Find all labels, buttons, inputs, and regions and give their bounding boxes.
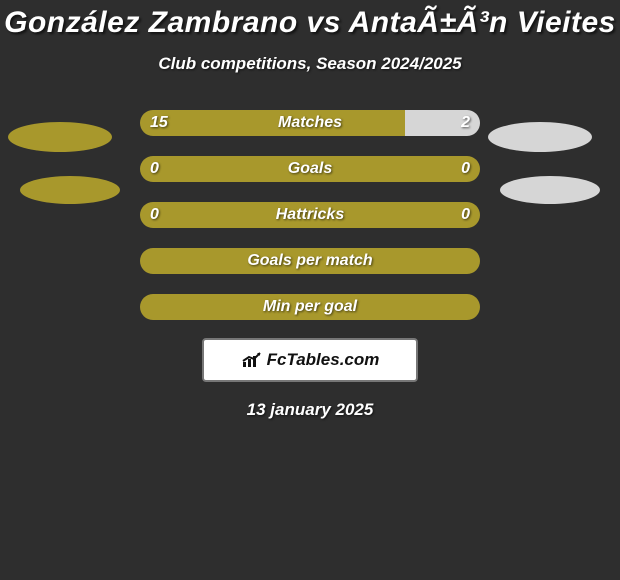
stat-row: 00Goals [140,156,480,182]
stat-left-segment [140,248,310,274]
player-marker-oval [488,122,592,152]
source-badge: FcTables.com [202,338,418,382]
stat-right-segment: 0 [310,156,480,182]
stat-left-value: 0 [150,160,159,178]
stat-left-value: 15 [150,114,168,132]
page-subtitle: Club competitions, Season 2024/2025 [0,54,620,74]
stat-left-segment [140,294,310,320]
stat-right-segment [310,248,480,274]
stat-left-segment: 0 [140,156,310,182]
stat-left-segment: 15 [140,110,405,136]
stat-right-value: 2 [461,114,470,132]
stat-row: Min per goal [140,294,480,320]
player-marker-oval [20,176,120,204]
stat-row: 00Hattricks [140,202,480,228]
stat-right-value: 0 [461,160,470,178]
stat-left-segment: 0 [140,202,310,228]
page-title: González Zambrano vs AntaÃ±Ã³n Vieites [0,0,620,40]
stat-row: Goals per match [140,248,480,274]
stat-right-segment: 2 [405,110,480,136]
stat-row: 152Matches [140,110,480,136]
player-marker-oval [8,122,112,152]
stat-right-value: 0 [461,206,470,224]
date-label: 13 january 2025 [0,400,620,420]
stat-right-segment: 0 [310,202,480,228]
chart-icon [241,351,263,369]
stat-right-segment [310,294,480,320]
player-marker-oval [500,176,600,204]
comparison-infographic: González Zambrano vs AntaÃ±Ã³n Vieites C… [0,0,620,580]
source-badge-text: FcTables.com [267,350,380,370]
stat-left-value: 0 [150,206,159,224]
